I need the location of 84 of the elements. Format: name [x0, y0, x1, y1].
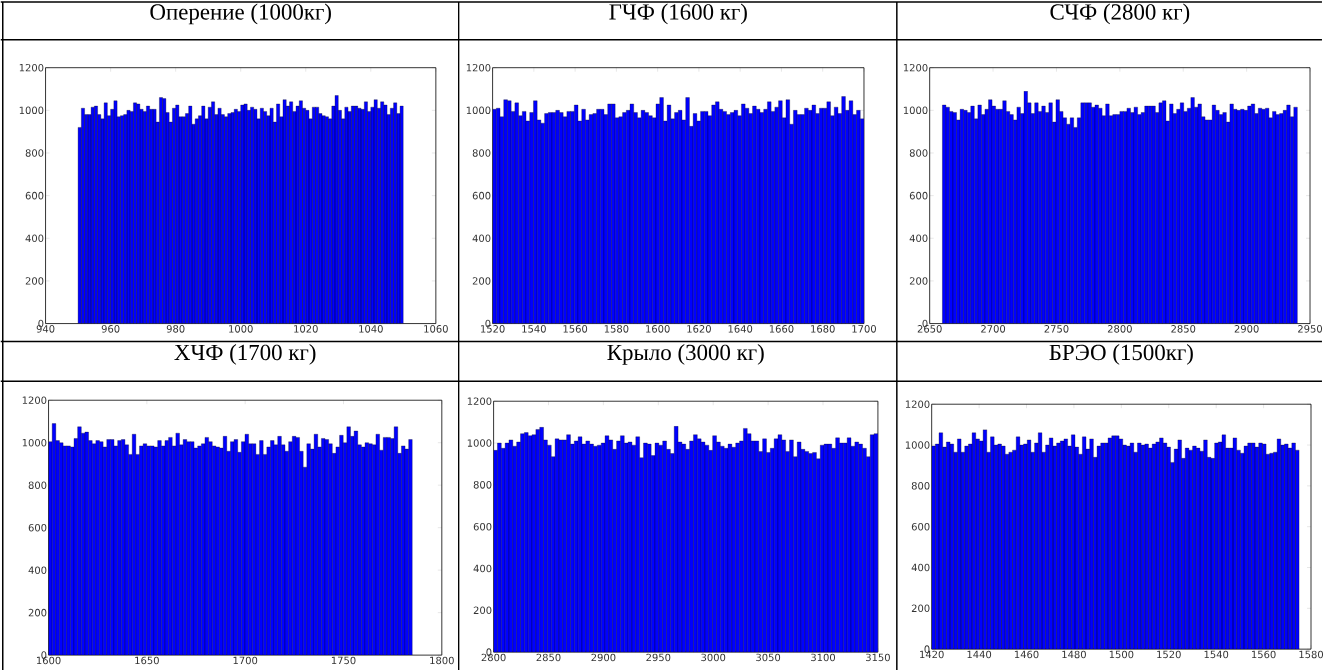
- y-tick-label: 200: [473, 606, 492, 615]
- y-tick-label: 1200: [903, 64, 928, 72]
- y-tick-label: 1200: [19, 64, 44, 72]
- chart-title: СЧФ (2800 кг): [1050, 3, 1190, 25]
- chart-title: ГЧФ (1600 кг): [609, 3, 747, 25]
- y-tick-label: 1000: [467, 439, 492, 447]
- x-tick-label: 1560: [1252, 650, 1276, 659]
- y-tick-label: 800: [28, 481, 47, 490]
- y-tick-label: 600: [909, 191, 928, 200]
- y-tick-label: 800: [473, 481, 492, 489]
- x-tick-label: 1520: [1157, 650, 1181, 659]
- y-tick-label: 400: [25, 234, 44, 243]
- x-tick-label: 2650: [917, 325, 942, 333]
- x-tick-label: 1700: [852, 325, 876, 333]
- x-tick-label: 2900: [591, 653, 616, 662]
- y-tick-label: 1000: [466, 106, 491, 115]
- y-tick-label: 1200: [466, 64, 491, 72]
- y-tick-label: 200: [909, 277, 928, 285]
- y-tick-label: 400: [472, 234, 491, 243]
- x-tick-label: 980: [166, 325, 185, 333]
- x-tick-label: 1580: [1299, 650, 1324, 659]
- y-tick-label: 400: [911, 563, 930, 572]
- y-tick-label: 400: [473, 564, 492, 573]
- y-tick-label: 800: [909, 149, 928, 157]
- x-tick-label: 2900: [1234, 325, 1259, 333]
- y-tick-label: 800: [472, 149, 491, 157]
- x-tick-label: 2700: [981, 325, 1006, 333]
- x-tick-label: 1000: [229, 325, 253, 333]
- x-tick-label: 3000: [701, 653, 726, 662]
- x-tick-label: 1540: [522, 325, 546, 333]
- chart-title: БРЭО (1500кг): [1049, 344, 1193, 365]
- y-tick-label: 200: [472, 277, 491, 285]
- x-tick-label: 1680: [811, 325, 835, 333]
- y-tick-label: 200: [28, 608, 47, 617]
- y-tick-label: 600: [472, 191, 491, 200]
- x-tick-label: 1560: [563, 325, 588, 333]
- x-tick-label: 1750: [331, 656, 356, 665]
- y-tick-label: 600: [473, 523, 492, 531]
- x-tick-label: 2950: [646, 653, 671, 662]
- y-tick-label: 600: [28, 523, 47, 532]
- x-tick-label: 1500: [1109, 650, 1134, 659]
- x-tick-label: 2800: [1107, 325, 1132, 333]
- x-tick-label: 1440: [967, 650, 992, 659]
- x-tick-label: 1700: [233, 656, 258, 665]
- y-tick-label: 400: [28, 566, 47, 575]
- x-tick-label: 1660: [769, 325, 794, 333]
- y-tick-label: 1200: [467, 397, 492, 406]
- x-tick-label: 1540: [1204, 650, 1229, 659]
- x-tick-label: 1040: [359, 325, 383, 333]
- y-tick-label: 1200: [905, 400, 930, 409]
- x-tick-label: 1020: [294, 325, 318, 333]
- y-tick-label: 800: [25, 149, 44, 157]
- x-tick-label: 2850: [536, 653, 561, 662]
- chart-title: ХЧФ (1700 кг): [174, 344, 316, 365]
- x-tick-label: 2950: [1298, 325, 1323, 333]
- x-tick-label: 1460: [1014, 650, 1039, 659]
- y-tick-label: 1000: [19, 106, 44, 115]
- x-tick-label: 1650: [135, 656, 159, 665]
- y-tick-label: 200: [25, 277, 44, 285]
- x-tick-label: 3050: [756, 653, 781, 662]
- x-tick-label: 3100: [811, 653, 836, 662]
- x-tick-label: 1620: [687, 325, 711, 333]
- x-tick-label: 1640: [728, 325, 753, 333]
- y-tick-label: 1000: [22, 439, 47, 447]
- y-tick-label: 1000: [903, 106, 928, 115]
- y-tick-label: 400: [909, 234, 928, 243]
- y-tick-label: 1200: [22, 396, 47, 405]
- x-tick-label: 2750: [1044, 325, 1069, 333]
- x-tick-label: 1600: [646, 325, 670, 333]
- y-tick-label: 0: [922, 319, 928, 328]
- x-tick-label: 2850: [1171, 325, 1196, 333]
- chart-title: Крыло (3000 кг): [607, 344, 764, 365]
- y-tick-label: 600: [911, 523, 930, 531]
- y-tick-label: 600: [25, 191, 44, 200]
- y-tick-label: 200: [911, 604, 930, 613]
- chart-title: Оперение (1000кг): [150, 3, 331, 25]
- y-tick-label: 800: [911, 482, 930, 490]
- x-tick-label: 1060: [424, 325, 448, 333]
- x-tick-label: 1800: [430, 656, 454, 665]
- x-tick-label: 1480: [1062, 650, 1086, 659]
- x-tick-label: 960: [101, 325, 120, 333]
- x-tick-label: 3150: [866, 653, 890, 662]
- y-tick-label: 1000: [905, 441, 930, 449]
- x-tick-label: 1580: [604, 325, 629, 333]
